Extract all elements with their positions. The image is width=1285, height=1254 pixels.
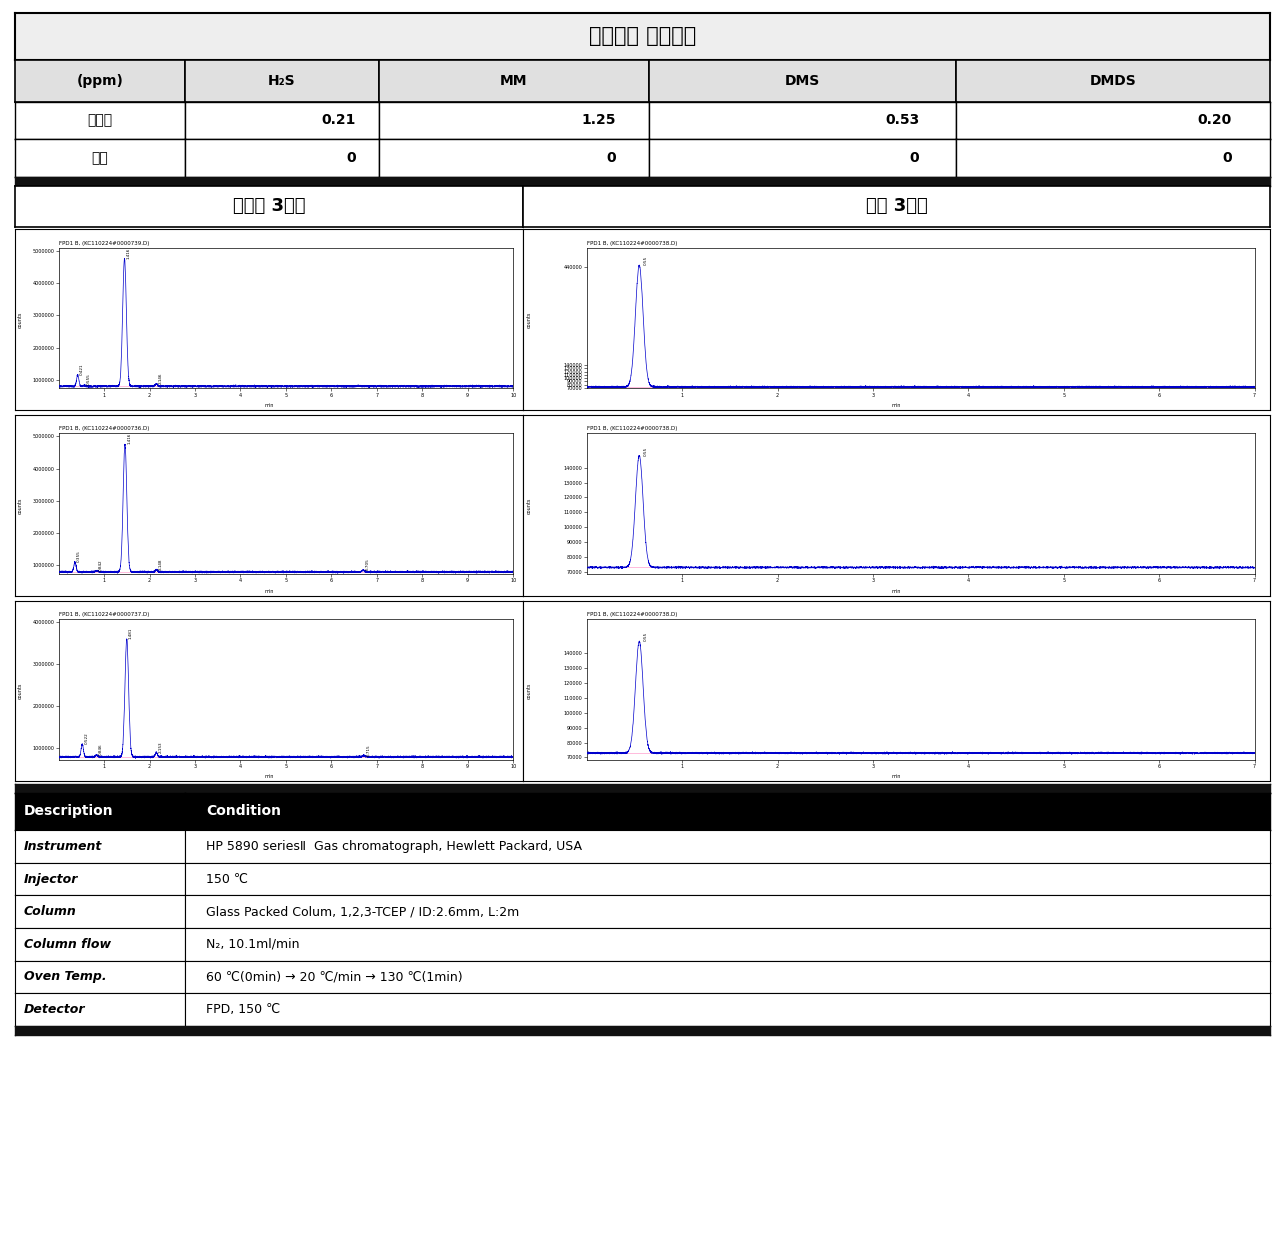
Text: DMDS: DMDS — [1090, 74, 1136, 88]
Text: counts: counts — [18, 497, 23, 514]
Text: 0.55: 0.55 — [644, 446, 648, 455]
Text: min: min — [265, 589, 274, 594]
Text: Glass Packed Colum, 1,2,3-TCEP / ID:2.6mm, L:2m: Glass Packed Colum, 1,2,3-TCEP / ID:2.6m… — [207, 905, 519, 918]
Text: 0: 0 — [1222, 150, 1232, 166]
Text: 6.705: 6.705 — [365, 558, 370, 571]
Text: 0.421: 0.421 — [80, 364, 84, 375]
Text: 시료 3반복: 시료 3반복 — [866, 197, 928, 216]
Text: 0.55: 0.55 — [644, 632, 648, 641]
Text: Description: Description — [24, 804, 113, 819]
Text: 0.20: 0.20 — [1198, 113, 1232, 128]
Text: 0.522: 0.522 — [85, 732, 89, 744]
Text: counts: counts — [527, 497, 532, 514]
Text: DMS: DMS — [785, 74, 820, 88]
Text: Instrument: Instrument — [24, 840, 103, 853]
Text: FPD, 150 ℃: FPD, 150 ℃ — [207, 1003, 280, 1016]
Text: 2.153: 2.153 — [158, 741, 163, 752]
Text: FPD1 B, (KC110224#0000738.D): FPD1 B, (KC110224#0000738.D) — [587, 426, 677, 431]
Text: Injector: Injector — [24, 873, 78, 885]
Text: FPD1 B, (KC110224#0000739.D): FPD1 B, (KC110224#0000739.D) — [59, 241, 149, 246]
Text: Column: Column — [24, 905, 77, 918]
Text: min: min — [892, 404, 901, 409]
Text: min: min — [892, 589, 901, 594]
Text: 2.148: 2.148 — [158, 558, 163, 569]
Text: 0.55: 0.55 — [644, 256, 648, 266]
Text: min: min — [892, 775, 901, 780]
Text: 0.21: 0.21 — [321, 113, 356, 128]
Text: counts: counts — [527, 682, 532, 700]
Text: min: min — [265, 404, 274, 409]
Text: 무처리 3반복: 무처리 3반복 — [233, 197, 306, 216]
Text: FPD1 B, (KC110224#0000738.D): FPD1 B, (KC110224#0000738.D) — [587, 612, 677, 617]
Text: 150 ℃: 150 ℃ — [207, 873, 248, 885]
Text: 0: 0 — [346, 150, 356, 166]
Text: 0.555: 0.555 — [86, 374, 90, 385]
Text: 시료: 시료 — [91, 150, 108, 166]
Text: MM: MM — [500, 74, 528, 88]
Text: counts: counts — [18, 311, 23, 329]
Text: HP 5890 seriesⅡ  Gas chromatograph, Hewlett Packard, USA: HP 5890 seriesⅡ Gas chromatograph, Hewle… — [207, 840, 582, 853]
Text: Oven Temp.: Oven Temp. — [24, 971, 107, 983]
Text: 1.416: 1.416 — [127, 433, 131, 444]
Text: 0: 0 — [910, 150, 919, 166]
Text: 2.146: 2.146 — [158, 372, 163, 384]
Text: 0.842: 0.842 — [99, 559, 103, 571]
Text: counts: counts — [18, 682, 23, 700]
Text: FPD1 B, (KC110224#0000737.D): FPD1 B, (KC110224#0000737.D) — [59, 612, 149, 617]
Text: 1.481: 1.481 — [128, 627, 134, 640]
Text: min: min — [265, 775, 274, 780]
Text: counts: counts — [527, 311, 532, 329]
Text: 1.25: 1.25 — [582, 113, 617, 128]
Text: Detector: Detector — [24, 1003, 85, 1016]
Text: H₂S: H₂S — [269, 74, 296, 88]
Text: 1.416: 1.416 — [127, 247, 131, 258]
Text: 60 ℃(0min) → 20 ℃/min → 130 ℃(1min): 60 ℃(0min) → 20 ℃/min → 130 ℃(1min) — [207, 971, 463, 983]
Text: 무처리: 무처리 — [87, 113, 113, 128]
Text: 0: 0 — [607, 150, 617, 166]
Text: FPD1 B, (KC110224#0000736.D): FPD1 B, (KC110224#0000736.D) — [59, 426, 149, 431]
Text: 6.715: 6.715 — [366, 744, 370, 756]
Text: (ppm): (ppm) — [77, 74, 123, 88]
Text: Condition: Condition — [207, 804, 281, 819]
Text: 황화합물 분석결과: 황화합물 분석결과 — [589, 26, 696, 46]
Text: FPD1 B, (KC110224#0000738.D): FPD1 B, (KC110224#0000738.D) — [587, 241, 677, 246]
Text: Column flow: Column flow — [24, 938, 111, 951]
Text: N₂, 10.1ml/min: N₂, 10.1ml/min — [207, 938, 299, 951]
Text: 0.53: 0.53 — [885, 113, 919, 128]
Text: 0.846: 0.846 — [99, 744, 103, 755]
Text: 0.355: 0.355 — [77, 551, 81, 562]
